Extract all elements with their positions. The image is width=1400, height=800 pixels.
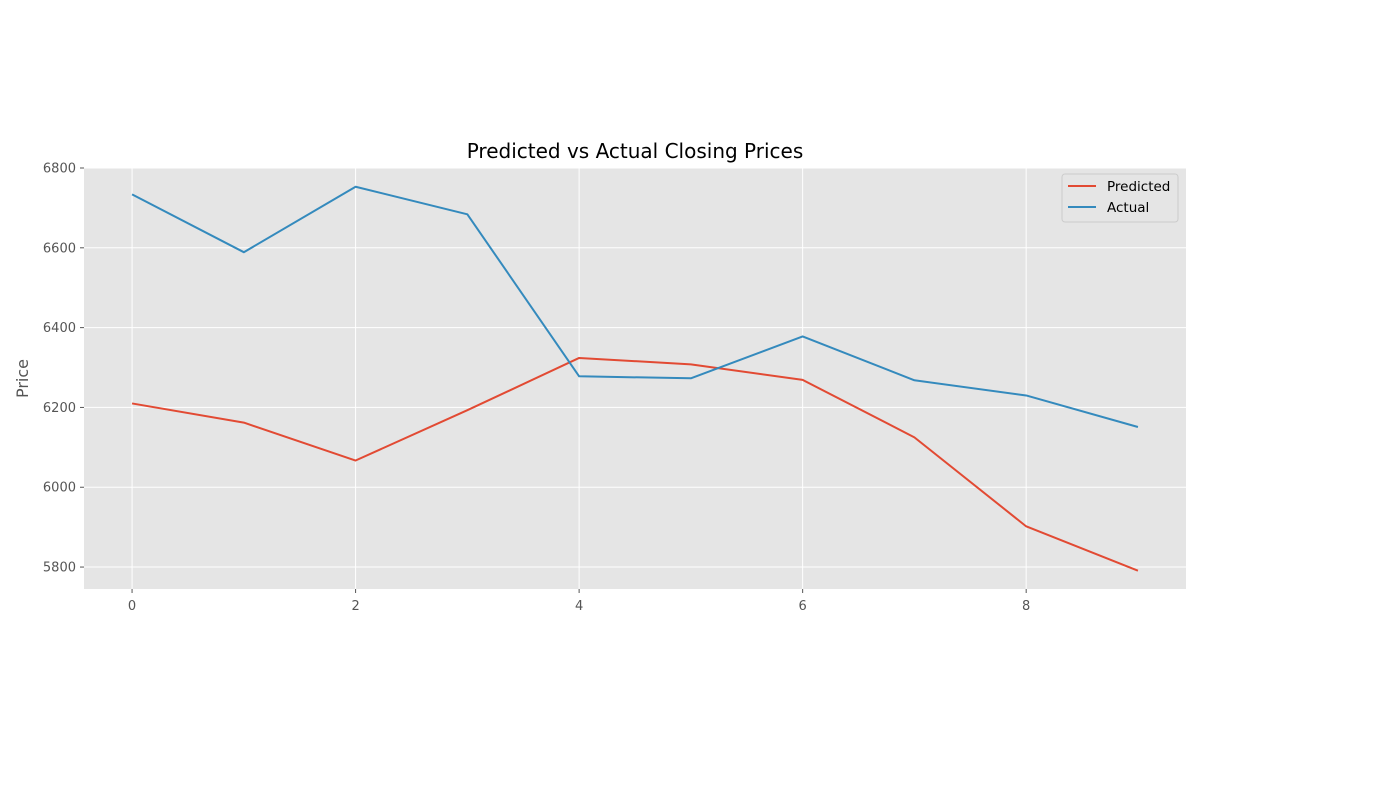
x-tick-label: 2 [351, 599, 359, 614]
y-tick-label: 5800 [43, 561, 76, 576]
x-axis-ticks: 0 2 4 6 8 [128, 589, 1030, 614]
y-tick-label: 6800 [43, 162, 76, 177]
legend-label-predicted: Predicted [1107, 179, 1170, 195]
plot-area [84, 168, 1186, 589]
x-tick-label: 8 [1022, 599, 1030, 614]
legend-label-actual: Actual [1107, 200, 1149, 216]
x-tick-label: 0 [128, 599, 136, 614]
series-layer [131, 185, 1139, 572]
y-axis-ticks: 5800 6000 6200 6400 6600 6800 [43, 162, 84, 576]
series-line-actual [131, 185, 1139, 428]
y-axis-label: Price [13, 359, 32, 398]
chart-title: Predicted vs Actual Closing Prices [467, 139, 804, 163]
y-tick-label: 6400 [43, 321, 76, 336]
y-tick-label: 6200 [43, 401, 76, 416]
y-tick-label: 6000 [43, 481, 76, 496]
grid-lines [84, 167, 1186, 589]
y-tick-label: 6600 [43, 241, 76, 256]
x-tick-label: 6 [799, 599, 807, 614]
series-line-predicted [131, 356, 1139, 572]
legend: Predicted Actual [1061, 173, 1179, 223]
x-tick-label: 4 [575, 599, 583, 614]
